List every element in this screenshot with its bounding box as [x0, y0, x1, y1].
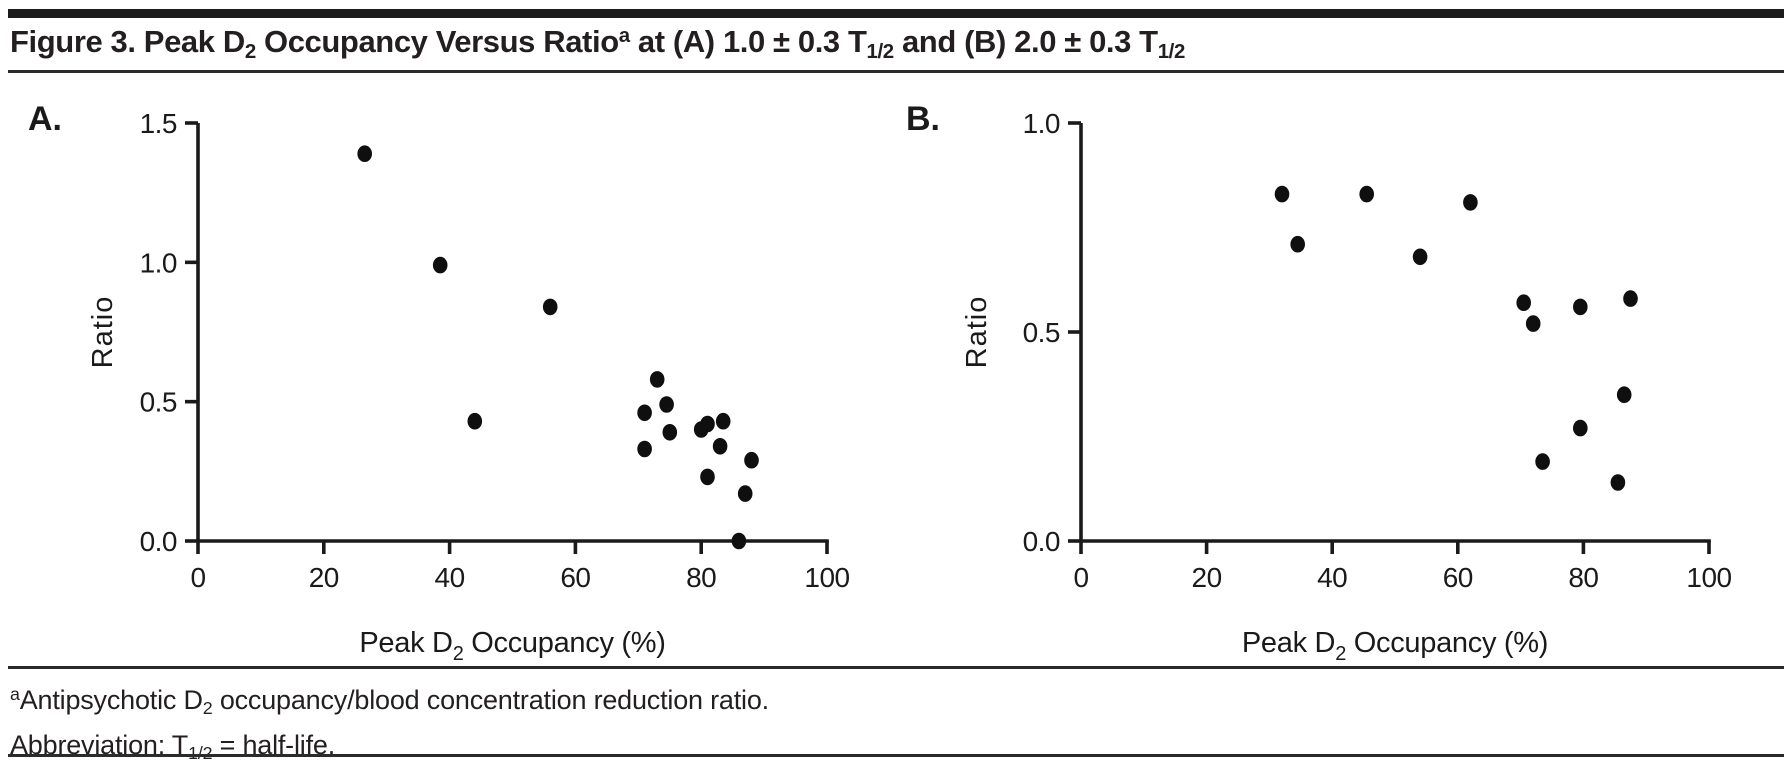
- data-point: [1359, 185, 1374, 203]
- panel-label-b: B.: [906, 100, 940, 138]
- data-point: [542, 298, 558, 316]
- bottom-rule: [8, 754, 1784, 757]
- plot-b: B. 0 20 40 60 80 100 0.0 0.5 1.0 Peak D2 Occupancy…: [906, 100, 1732, 665]
- footnotes: aAntipsychotic D2 occupancy/blood concen…: [10, 676, 769, 772]
- footnote-line-2: Abbreviation: T1/2 = half-life.: [10, 729, 335, 763]
- x-tick-label: 100: [804, 562, 849, 593]
- data-point: [737, 485, 753, 502]
- x-tick-label: 0: [190, 562, 205, 593]
- y-tick-label: 0.5: [1023, 317, 1060, 348]
- x-axis-title: Peak D2 Occupancy (%): [359, 627, 665, 665]
- plot-a: A. 0 20 40 60 80 100 0.0 0.5 1.0 1.5 Peak D2 Occupa…: [28, 100, 850, 665]
- data-point: [1610, 474, 1626, 491]
- x-tick-label: 40: [435, 562, 465, 593]
- y-axis-title: Ratio: [87, 296, 119, 369]
- top-divider-bar: [8, 9, 1784, 18]
- panel-label-a: A.: [28, 100, 62, 138]
- y-tick-label: 1.0: [140, 247, 177, 278]
- title-rule: [8, 70, 1784, 73]
- data-point: [744, 451, 759, 469]
- y-tick-label: 1.5: [140, 108, 177, 139]
- x-tick-label: 80: [686, 562, 716, 593]
- x-tick-label: 60: [1443, 562, 1473, 593]
- data-point: [700, 468, 715, 486]
- x-tick-label: 0: [1073, 562, 1088, 593]
- data-point: [1290, 235, 1305, 253]
- footnote-line-1: aAntipsychotic D2 occupancy/blood concen…: [10, 684, 769, 718]
- data-point: [357, 145, 373, 162]
- data-point: [1463, 194, 1478, 211]
- data-point: [432, 256, 448, 274]
- data-point: [731, 532, 747, 550]
- figure-title: Figure 3. Peak D2 Occupancy Versus Ratio…: [10, 24, 1185, 63]
- y-tick-label: 0.0: [140, 526, 177, 557]
- x-tick-label: 40: [1317, 562, 1347, 593]
- data-point: [715, 412, 731, 430]
- x-tick-label: 80: [1568, 562, 1598, 593]
- x-tick-label: 20: [1192, 562, 1222, 593]
- y-axis-title: Ratio: [961, 296, 993, 369]
- data-point: [1535, 453, 1550, 470]
- y-tick-label: 0.5: [140, 387, 177, 418]
- data-point: [467, 412, 483, 430]
- x-tick-label: 60: [560, 562, 590, 593]
- data-point: [659, 396, 674, 413]
- data-point: [649, 371, 665, 388]
- data-point: [712, 438, 728, 455]
- data-point: [1412, 248, 1428, 266]
- data-point: [1573, 419, 1588, 437]
- x-tick-label: 100: [1686, 562, 1731, 593]
- data-point: [637, 440, 652, 458]
- data-point: [1616, 386, 1632, 404]
- x-axis-title: Peak D2 Occupancy (%): [1242, 627, 1548, 665]
- data-point: [662, 424, 678, 441]
- data-point: [1525, 315, 1541, 332]
- y-tick-label: 1.0: [1023, 108, 1060, 139]
- x-tick-label: 20: [309, 562, 339, 593]
- data-point: [1516, 294, 1531, 312]
- footnote-rule: [8, 666, 1784, 669]
- data-point: [637, 404, 652, 422]
- data-point: [700, 415, 715, 433]
- data-point: [1623, 290, 1638, 307]
- data-point: [1573, 298, 1588, 316]
- data-point: [1274, 185, 1290, 203]
- y-tick-label: 0.0: [1023, 526, 1060, 557]
